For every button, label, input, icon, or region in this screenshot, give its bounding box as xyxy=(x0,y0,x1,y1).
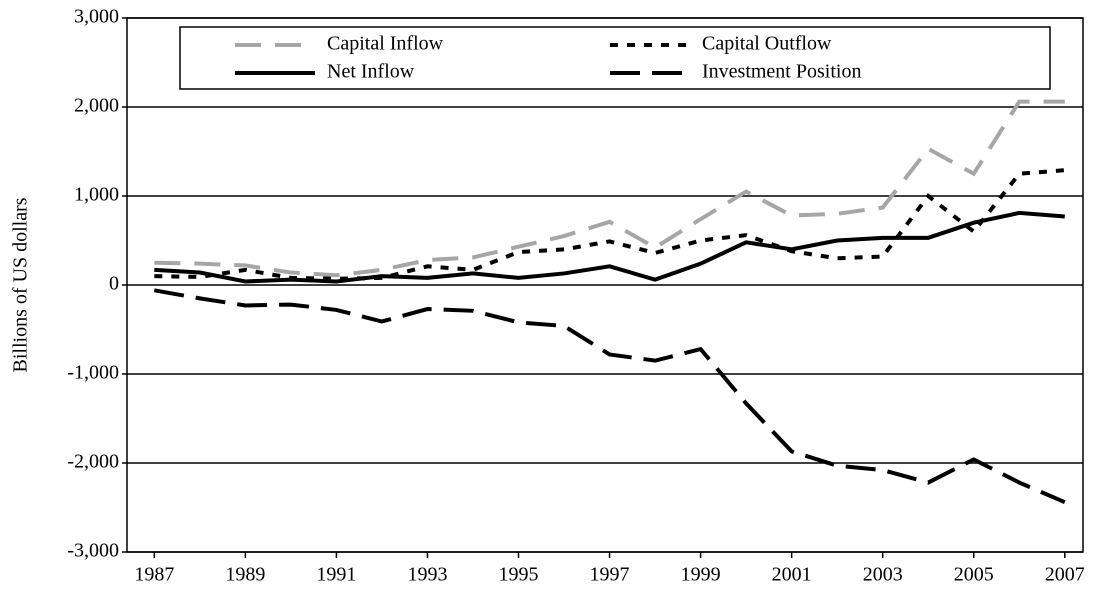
series-line xyxy=(154,168,1065,281)
x-tick-label: 1995 xyxy=(499,564,539,586)
x-tick-label: 1991 xyxy=(316,564,356,586)
legend-box xyxy=(179,26,1051,90)
x-tick-label: 1999 xyxy=(681,564,721,586)
legend-label: Capital Inflow xyxy=(327,33,444,55)
y-tick-label: -1,000 xyxy=(67,362,119,384)
legend-label: Investment Position xyxy=(702,61,861,83)
plot-frame xyxy=(126,17,1084,553)
series-line xyxy=(153,288,1066,504)
y-axis-label: Billions of US dollars xyxy=(10,197,32,372)
y-tick-label: 1,000 xyxy=(74,184,119,206)
legend-label: Net Inflow xyxy=(327,61,415,83)
x-tick-label: 2005 xyxy=(954,564,994,586)
y-tick-label: 3,000 xyxy=(74,6,119,28)
x-tick-label: 1993 xyxy=(407,564,447,586)
x-tick-label: 1987 xyxy=(134,564,174,586)
series-line xyxy=(154,210,1065,284)
y-tick-label: 0 xyxy=(109,273,119,295)
y-tick-label: -2,000 xyxy=(67,451,119,473)
y-tick-label: -3,000 xyxy=(67,540,119,562)
series-line xyxy=(154,99,1065,278)
x-tick-label: 1997 xyxy=(590,564,630,586)
x-tick-label: 1989 xyxy=(225,564,265,586)
x-tick-label: 2007 xyxy=(1045,564,1085,586)
y-tick-label: 2,000 xyxy=(74,95,119,117)
legend-label: Capital Outflow xyxy=(702,33,832,55)
x-tick-label: 2001 xyxy=(772,564,812,586)
x-tick-label: 2003 xyxy=(863,564,903,586)
